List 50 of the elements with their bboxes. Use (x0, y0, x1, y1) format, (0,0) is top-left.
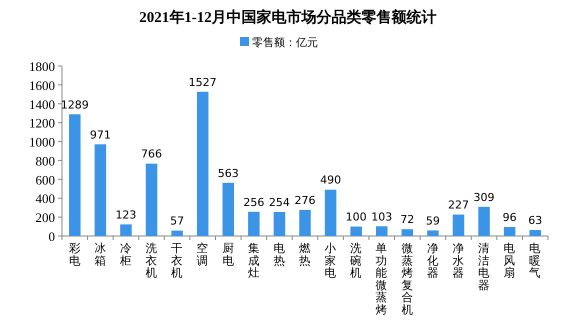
bar (196, 92, 208, 236)
bar (452, 214, 464, 236)
y-tick-label: 400 (36, 191, 55, 206)
bar (299, 210, 311, 236)
bar (504, 226, 516, 236)
bar (94, 144, 106, 236)
data-label: 1527 (188, 76, 217, 89)
y-tick-label: 1200 (29, 116, 55, 131)
data-label: 100 (346, 210, 367, 224)
data-label: 490 (320, 174, 342, 187)
bar (376, 226, 388, 236)
bar (171, 230, 183, 236)
data-label: 123 (115, 208, 136, 222)
data-label: 563 (218, 166, 239, 180)
bar (324, 190, 336, 236)
bar (402, 229, 414, 236)
data-label: 103 (371, 210, 392, 224)
data-label: 72 (400, 213, 414, 226)
data-label: 59 (426, 214, 440, 228)
legend-label: 零售额：亿元 (252, 36, 318, 49)
y-tick-label: 1400 (29, 96, 55, 112)
y-tick-label: 600 (36, 172, 55, 188)
data-label: 227 (448, 198, 469, 212)
bar (427, 230, 439, 236)
title: 2021年1-12月中国家电市场分品类零售额统计 (139, 10, 437, 26)
bar (146, 164, 158, 236)
data-label: 971 (90, 128, 111, 142)
bar (248, 212, 260, 236)
bar (120, 224, 132, 236)
bar (69, 114, 81, 236)
y-tick-label: 1600 (29, 78, 55, 93)
data-label: 766 (141, 148, 162, 161)
data-label: 63 (528, 214, 542, 228)
data-label: 254 (268, 196, 290, 210)
bar (350, 226, 362, 236)
bar (478, 206, 490, 236)
y-tick-label: 0 (48, 229, 55, 244)
data-label: 57 (170, 214, 184, 228)
y-tick-label: 1800 (29, 59, 55, 74)
y-tick-label: 200 (36, 210, 55, 226)
y-tick-label: 1000 (29, 134, 55, 150)
data-label: 309 (474, 190, 495, 204)
data-label: 256 (243, 196, 264, 209)
data-label: 276 (294, 194, 316, 207)
data-label: 96 (502, 210, 517, 224)
bar (222, 182, 234, 236)
bar (274, 212, 286, 236)
y-tick-label: 800 (36, 153, 55, 168)
bar (529, 230, 541, 236)
data-label: 1289 (60, 98, 89, 112)
